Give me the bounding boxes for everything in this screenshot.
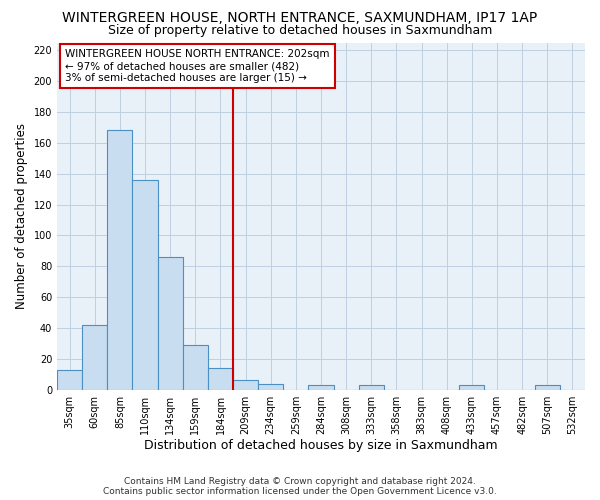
Bar: [82, 325, 107, 390]
Bar: [133, 180, 158, 390]
Bar: [308, 385, 334, 390]
Bar: [158, 257, 183, 390]
Bar: [57, 370, 82, 390]
Bar: [183, 345, 208, 390]
Bar: [233, 380, 258, 390]
Text: Contains public sector information licensed under the Open Government Licence v3: Contains public sector information licen…: [103, 487, 497, 496]
Text: Contains HM Land Registry data © Crown copyright and database right 2024.: Contains HM Land Registry data © Crown c…: [124, 477, 476, 486]
X-axis label: Distribution of detached houses by size in Saxmundham: Distribution of detached houses by size …: [144, 440, 498, 452]
Bar: [258, 384, 283, 390]
Bar: [459, 385, 484, 390]
Text: WINTERGREEN HOUSE, NORTH ENTRANCE, SAXMUNDHAM, IP17 1AP: WINTERGREEN HOUSE, NORTH ENTRANCE, SAXMU…: [62, 11, 538, 25]
Bar: [535, 385, 560, 390]
Text: WINTERGREEN HOUSE NORTH ENTRANCE: 202sqm
← 97% of detached houses are smaller (4: WINTERGREEN HOUSE NORTH ENTRANCE: 202sqm…: [65, 50, 329, 82]
Bar: [359, 385, 384, 390]
Y-axis label: Number of detached properties: Number of detached properties: [15, 123, 28, 309]
Bar: [107, 130, 133, 390]
Text: Size of property relative to detached houses in Saxmundham: Size of property relative to detached ho…: [108, 24, 492, 37]
Bar: [208, 368, 233, 390]
